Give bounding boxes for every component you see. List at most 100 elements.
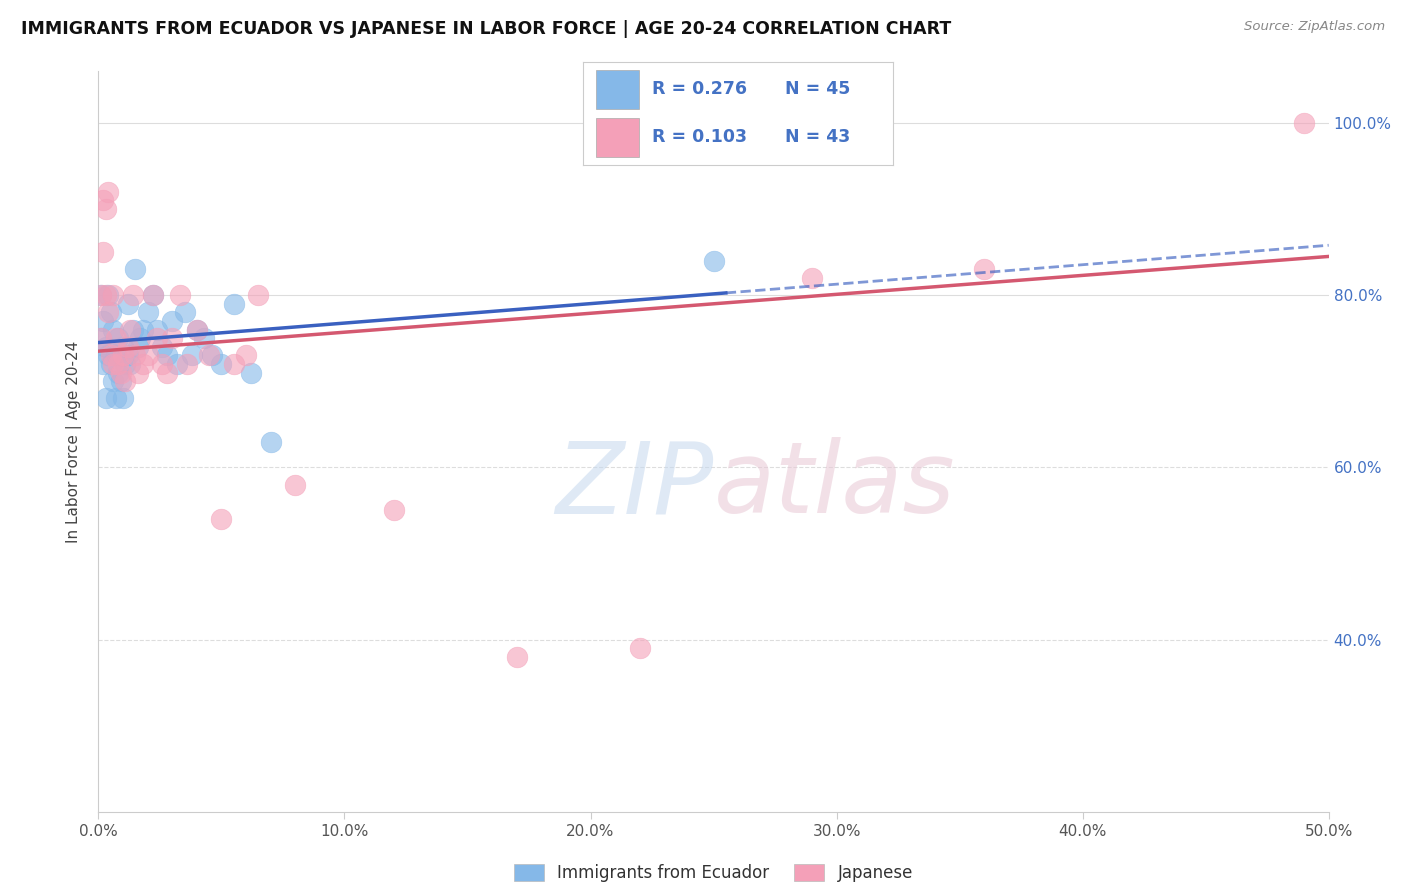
- Point: [104, 331, 127, 345]
- Point: [222, 357, 245, 371]
- Point: [260, 434, 283, 449]
- Point: [136, 348, 159, 362]
- Point: [132, 323, 155, 337]
- Point: [166, 357, 188, 371]
- Point: [103, 374, 125, 388]
- Point: [703, 253, 725, 268]
- Point: [114, 374, 136, 388]
- Point: [104, 392, 127, 406]
- Point: [1294, 116, 1316, 130]
- Point: [90, 331, 112, 345]
- Point: [107, 366, 129, 380]
- Point: [103, 323, 125, 337]
- Point: [162, 331, 183, 345]
- Point: [93, 314, 115, 328]
- Text: R = 0.103: R = 0.103: [651, 128, 747, 146]
- Point: [122, 288, 145, 302]
- Text: ZIP: ZIP: [555, 437, 714, 534]
- Point: [93, 245, 115, 260]
- Point: [146, 323, 169, 337]
- Text: atlas: atlas: [714, 437, 955, 534]
- Point: [117, 297, 139, 311]
- Point: [152, 340, 174, 354]
- Point: [90, 288, 112, 302]
- Point: [973, 262, 995, 277]
- Point: [100, 305, 122, 319]
- Point: [136, 305, 159, 319]
- Point: [124, 348, 146, 362]
- Point: [112, 348, 135, 362]
- Point: [173, 305, 195, 319]
- Point: [93, 194, 115, 208]
- Point: [90, 288, 112, 302]
- Point: [506, 649, 529, 664]
- Point: [94, 340, 117, 354]
- Point: [93, 357, 115, 371]
- Point: [117, 340, 139, 354]
- FancyBboxPatch shape: [596, 118, 640, 157]
- Point: [176, 357, 198, 371]
- Point: [152, 357, 174, 371]
- Text: N = 45: N = 45: [785, 80, 849, 98]
- Point: [801, 271, 824, 285]
- Point: [142, 288, 165, 302]
- Point: [247, 288, 270, 302]
- Point: [120, 357, 142, 371]
- Point: [103, 288, 125, 302]
- Point: [110, 366, 132, 380]
- Point: [90, 331, 112, 345]
- Point: [198, 348, 221, 362]
- Point: [211, 512, 233, 526]
- Point: [239, 366, 263, 380]
- Point: [94, 288, 117, 302]
- Point: [122, 323, 145, 337]
- Point: [628, 641, 651, 656]
- Point: [94, 392, 117, 406]
- Point: [97, 288, 120, 302]
- Point: [162, 314, 183, 328]
- FancyBboxPatch shape: [596, 70, 640, 109]
- Text: N = 43: N = 43: [785, 128, 849, 146]
- Point: [120, 323, 142, 337]
- Point: [211, 357, 233, 371]
- Point: [146, 331, 169, 345]
- Point: [193, 331, 215, 345]
- Point: [97, 305, 120, 319]
- Point: [156, 348, 179, 362]
- Point: [97, 348, 120, 362]
- Point: [201, 348, 224, 362]
- Point: [100, 357, 122, 371]
- Point: [107, 331, 129, 345]
- Y-axis label: In Labor Force | Age 20-24: In Labor Force | Age 20-24: [66, 341, 83, 542]
- Point: [100, 348, 122, 362]
- Text: IMMIGRANTS FROM ECUADOR VS JAPANESE IN LABOR FORCE | AGE 20-24 CORRELATION CHART: IMMIGRANTS FROM ECUADOR VS JAPANESE IN L…: [21, 20, 952, 37]
- Legend: Immigrants from Ecuador, Japanese: Immigrants from Ecuador, Japanese: [508, 857, 920, 888]
- Point: [112, 340, 135, 354]
- Point: [235, 348, 257, 362]
- Point: [186, 323, 208, 337]
- Point: [104, 348, 127, 362]
- Point: [127, 340, 149, 354]
- Text: R = 0.276: R = 0.276: [651, 80, 747, 98]
- Point: [142, 288, 165, 302]
- Point: [94, 202, 117, 216]
- Point: [129, 331, 152, 345]
- Point: [127, 366, 149, 380]
- Point: [156, 366, 179, 380]
- Point: [382, 503, 405, 517]
- Point: [132, 357, 155, 371]
- Point: [284, 477, 307, 491]
- Point: [110, 374, 132, 388]
- Point: [112, 392, 135, 406]
- Point: [114, 357, 136, 371]
- Point: [222, 297, 245, 311]
- Point: [117, 348, 139, 362]
- Point: [103, 357, 125, 371]
- Point: [97, 185, 120, 199]
- Point: [124, 262, 146, 277]
- Point: [181, 348, 204, 362]
- Text: Source: ZipAtlas.com: Source: ZipAtlas.com: [1244, 20, 1385, 33]
- Point: [107, 357, 129, 371]
- Point: [186, 323, 208, 337]
- Point: [169, 288, 191, 302]
